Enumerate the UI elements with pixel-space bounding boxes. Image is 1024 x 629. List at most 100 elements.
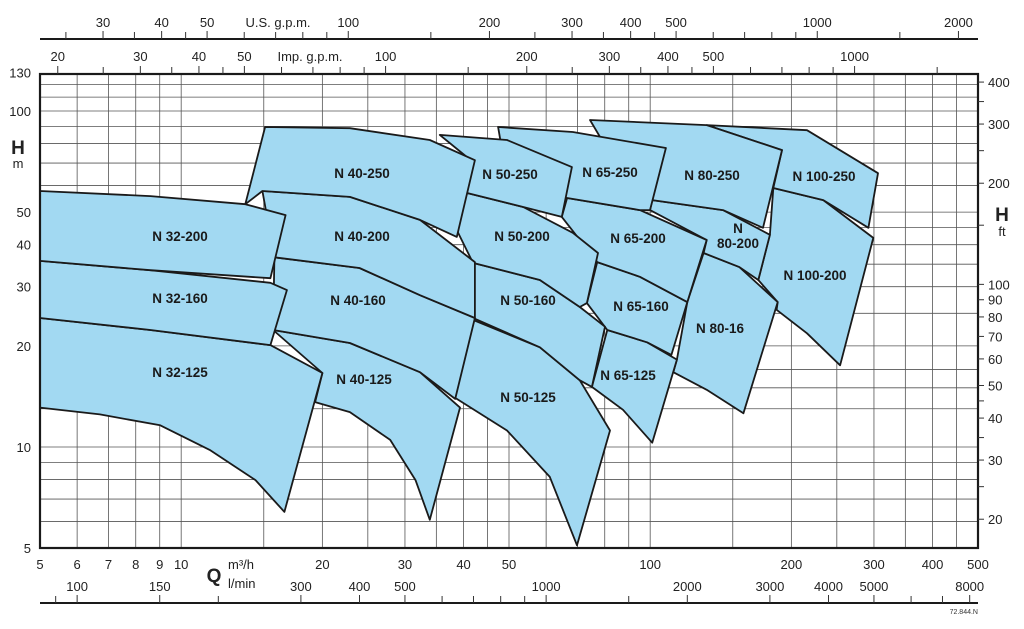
y-tick-label-ft: 80 xyxy=(988,310,1002,325)
x-tick-label-imp-gpm: 200 xyxy=(516,49,538,64)
x-tick-label-lmin: 150 xyxy=(149,579,171,594)
y-tick-label-ft: 300 xyxy=(988,117,1010,132)
x-tick-label-m3h: 5 xyxy=(36,557,43,572)
pump-label: N 40-200 xyxy=(334,229,390,244)
y-tick-label-m: 130 xyxy=(9,66,31,81)
y-tick-label-ft: 40 xyxy=(988,411,1002,426)
pump-label: N 50-125 xyxy=(500,390,556,405)
x-tick-label-lmin: 8000 xyxy=(955,579,984,594)
y-tick-label-ft: 20 xyxy=(988,512,1002,527)
y-tick-label-ft: 100 xyxy=(988,277,1010,292)
x-tick-label-m3h: 500 xyxy=(967,557,989,572)
x-tick-label-imp-gpm: 300 xyxy=(598,49,620,64)
x-tick-label-m3h: 9 xyxy=(156,557,163,572)
pump-label: N 65-250 xyxy=(582,165,638,180)
y-axis-unit-ft: ft xyxy=(998,224,1006,239)
y-axis-symbol-left: H xyxy=(11,138,25,159)
x-tick-label-imp-gpm: 500 xyxy=(703,49,725,64)
x-tick-label-us-gpm: 400 xyxy=(620,15,642,30)
y-tick-label-ft: 60 xyxy=(988,352,1002,367)
y-tick-label-m: 50 xyxy=(17,205,31,220)
y-tick-label-m: 30 xyxy=(17,280,31,295)
x-tick-label-us-gpm: 2000 xyxy=(944,15,973,30)
x-axis-unit-lmin: l/min xyxy=(228,576,255,591)
pump-region-n-50-200 xyxy=(454,192,599,308)
pump-label: N 65-160 xyxy=(613,299,669,314)
x-tick-label-lmin: 300 xyxy=(290,579,312,594)
x-tick-label-lmin: 500 xyxy=(394,579,416,594)
pump-labels: N 100-200 N 100-250 N 80-16 N 80-200 N 80-250… xyxy=(152,165,855,405)
x-tick-label-lmin: 3000 xyxy=(755,579,784,594)
x-tick-label-us-gpm: 1000 xyxy=(803,15,832,30)
x-tick-label-lmin: 100 xyxy=(66,579,88,594)
y-tick-label-m: 5 xyxy=(24,541,31,556)
x-tick-label-m3h: 50 xyxy=(502,557,516,572)
pump-region-n-65-200 xyxy=(560,197,708,304)
y-tick-label-m: 100 xyxy=(9,104,31,119)
pump-label: N 80-250 xyxy=(684,168,740,183)
x-tick-label-m3h: 300 xyxy=(863,557,885,572)
pump-label: N 32-160 xyxy=(152,291,208,306)
x-axis-label-us-gpm: U.S. g.p.m. xyxy=(245,15,310,30)
pump-label: N 32-125 xyxy=(152,365,208,380)
y-axis-unit-m: m xyxy=(13,156,24,171)
x-tick-label-us-gpm: 50 xyxy=(200,15,214,30)
x-tick-label-m3h: 6 xyxy=(74,557,81,572)
pump-region-n-32-200 xyxy=(39,190,287,280)
x-tick-label-lmin: 400 xyxy=(349,579,371,594)
pump-region-n-40-250 xyxy=(244,126,476,238)
x-tick-label-imp-gpm: 20 xyxy=(51,49,65,64)
pump-label: N 32-200 xyxy=(152,229,208,244)
x-tick-label-m3h: 7 xyxy=(105,557,112,572)
x-tick-label-m3h: 100 xyxy=(639,557,661,572)
x-tick-label-m3h: 40 xyxy=(456,557,470,572)
pump-label: N 40-125 xyxy=(336,372,392,387)
pump-regions xyxy=(39,119,879,547)
x-tick-label-imp-gpm: 1000 xyxy=(840,49,869,64)
x-tick-label-imp-gpm: 30 xyxy=(133,49,147,64)
x-tick-label-imp-gpm: 50 xyxy=(237,49,251,64)
pump-label: N 40-160 xyxy=(330,293,386,308)
y-axis-symbol-right: H xyxy=(995,205,1009,226)
y-tick-label-ft: 50 xyxy=(988,379,1002,394)
x-tick-label-us-gpm: 40 xyxy=(154,15,168,30)
x-tick-label-m3h: 30 xyxy=(398,557,412,572)
y-tick-label-ft: 90 xyxy=(988,293,1002,308)
pump-region-n-80-200 xyxy=(649,199,771,281)
pump-label: N 65-125 xyxy=(600,368,656,383)
x-tick-label-imp-gpm: 40 xyxy=(192,49,206,64)
x-tick-label-us-gpm: 300 xyxy=(561,15,583,30)
x-axis-unit-m3h: m³/h xyxy=(228,557,254,572)
pump-label: N 80-200 xyxy=(717,221,759,251)
x-tick-label-m3h: 10 xyxy=(174,557,188,572)
y-tick-label-ft: 70 xyxy=(988,329,1002,344)
pump-label: N 100-250 xyxy=(792,169,855,184)
pump-label: N 100-200 xyxy=(783,268,846,283)
pump-label: N 80-16 xyxy=(696,321,745,336)
x-tick-label-m3h: 400 xyxy=(922,557,944,572)
pump-label: N 40-250 xyxy=(334,166,390,181)
y-tick-label-ft: 30 xyxy=(988,453,1002,468)
y-tick-label-m: 40 xyxy=(17,238,31,253)
pump-label: N 50-200 xyxy=(494,229,550,244)
x-tick-label-imp-gpm: 400 xyxy=(657,49,679,64)
drawing-code: 72.844.N xyxy=(950,609,978,616)
x-tick-label-imp-gpm: 100 xyxy=(375,49,397,64)
x-tick-label-lmin: 4000 xyxy=(814,579,843,594)
pump-label: N 50-250 xyxy=(482,167,538,182)
plot-frame xyxy=(38,72,980,550)
x-tick-label-us-gpm: 500 xyxy=(665,15,687,30)
x-tick-label-us-gpm: 100 xyxy=(337,15,359,30)
pump-label: N 65-200 xyxy=(610,231,666,246)
x-tick-label-lmin: 5000 xyxy=(859,579,888,594)
axes: 51020304050100130Hm203040506070809010020… xyxy=(9,15,1010,604)
y-tick-label-m: 20 xyxy=(17,339,31,354)
x-tick-label-m3h: 200 xyxy=(781,557,803,572)
x-tick-label-us-gpm: 30 xyxy=(96,15,110,30)
x-tick-label-lmin: 1000 xyxy=(532,579,561,594)
y-tick-label-ft: 200 xyxy=(988,176,1010,191)
x-tick-label-us-gpm: 200 xyxy=(479,15,501,30)
y-tick-label-ft: 400 xyxy=(988,75,1010,90)
x-axis-symbol: Q xyxy=(207,566,222,587)
